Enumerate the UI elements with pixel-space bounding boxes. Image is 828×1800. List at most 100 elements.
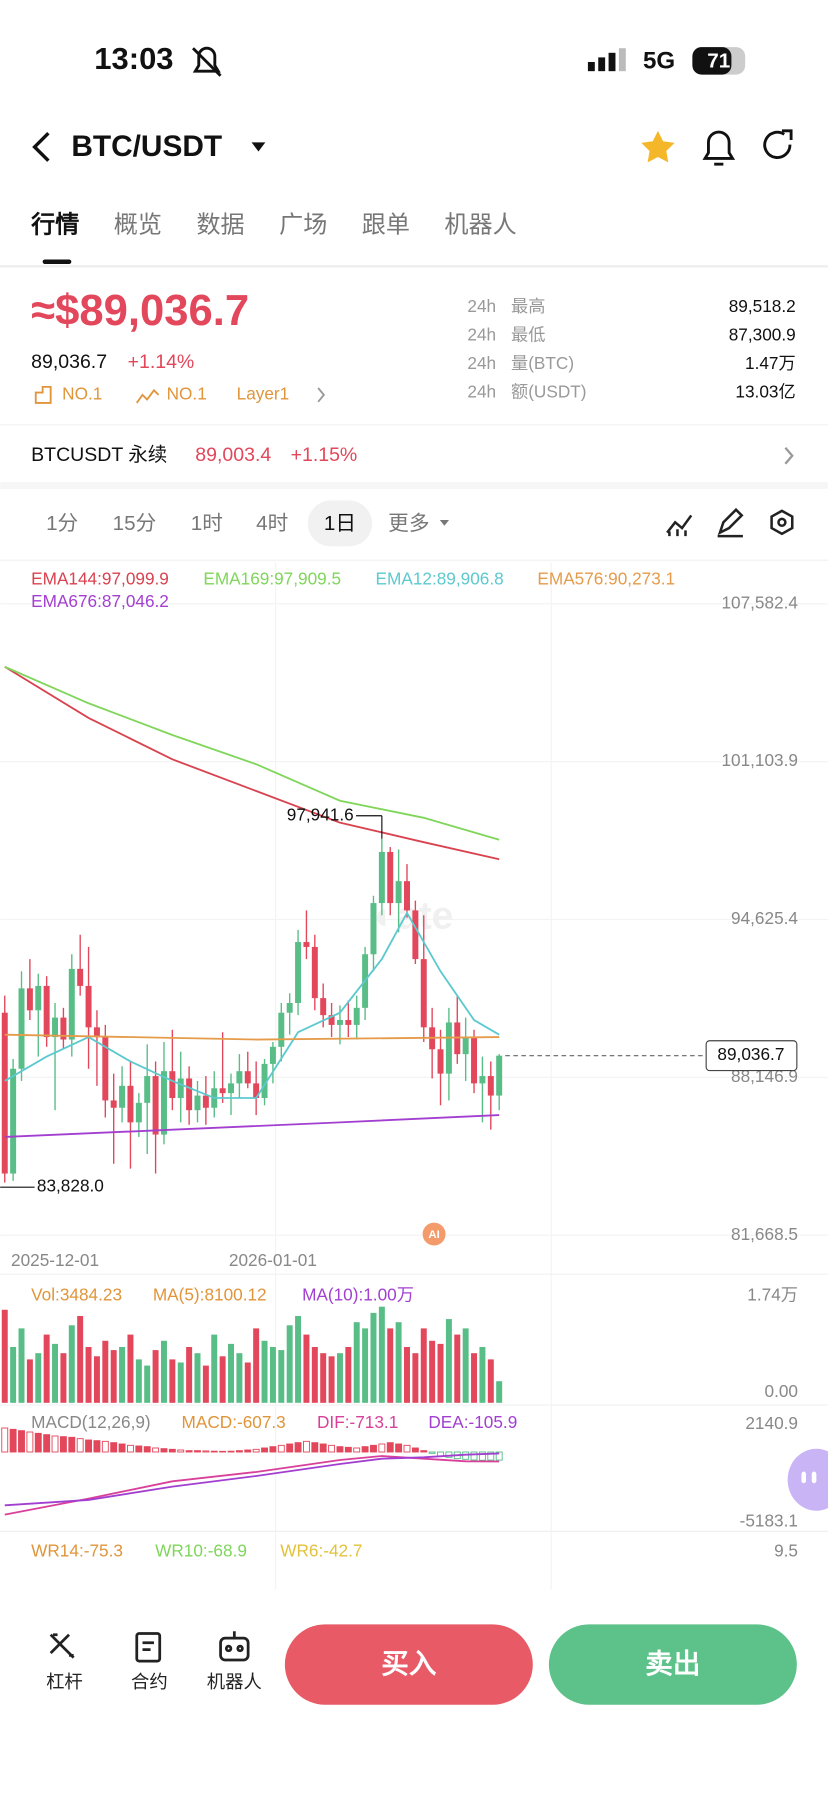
- buy-button[interactable]: [284, 1624, 533, 1705]
- macd-label: DIF:-713.1: [317, 1412, 398, 1432]
- tab[interactable]: 数据: [196, 212, 244, 239]
- assistant-bubble[interactable]: [787, 1448, 828, 1511]
- tab[interactable]: 概览: [114, 212, 162, 239]
- macd-bar: [51, 1435, 59, 1453]
- alert-bell[interactable]: [702, 130, 736, 166]
- macd-bar: [219, 1450, 227, 1453]
- tool-label[interactable]: 机器人: [207, 1671, 262, 1692]
- badge: NO.1: [167, 383, 207, 403]
- indicator-label: EMA12:89,906.8: [376, 568, 504, 588]
- macd-bar: [487, 1451, 495, 1461]
- macd-bar: [68, 1436, 76, 1453]
- candle-body: [311, 946, 318, 999]
- pair-dropdown[interactable]: [251, 142, 266, 152]
- volume-bar: [127, 1334, 134, 1403]
- more-dropdown: [439, 520, 450, 526]
- badge-arrow: [317, 387, 326, 403]
- candle-body: [18, 988, 25, 1069]
- volume-bar: [345, 1346, 352, 1403]
- macd-bar: [244, 1449, 252, 1453]
- wr-label: WR10:-68.9: [155, 1541, 247, 1561]
- macd-bar: [135, 1445, 143, 1453]
- macd-bar: [420, 1450, 428, 1453]
- interval[interactable]: 1日: [324, 512, 356, 535]
- bottom-bar: 杠杆 合约 机器人 买入 卖出: [0, 1595, 828, 1800]
- volume-bar: [202, 1365, 209, 1403]
- volume-bar: [328, 1356, 335, 1403]
- volume-bar: [353, 1322, 360, 1403]
- candle-body: [303, 942, 310, 947]
- candle-body: [127, 1085, 134, 1123]
- stat-label: 量(BTC): [511, 353, 574, 373]
- candle-body: [236, 1071, 243, 1084]
- volume-bar: [228, 1343, 234, 1403]
- candle-body: [378, 851, 385, 904]
- volume-bar: [77, 1315, 84, 1403]
- macd-bar: [18, 1430, 25, 1453]
- candle-body: [93, 1027, 100, 1038]
- ai-badge[interactable]: [422, 1222, 446, 1246]
- volume-bar: [320, 1353, 327, 1403]
- macd-bar: [85, 1439, 92, 1453]
- ema-line: [4, 665, 500, 841]
- volume-bar: [35, 1353, 42, 1403]
- candle-body: [244, 1071, 251, 1084]
- favorite-star[interactable]: [641, 130, 675, 163]
- interval[interactable]: 1分: [46, 512, 78, 535]
- y-tick-label: 1.74万: [747, 1285, 798, 1305]
- interval[interactable]: 4时: [256, 512, 288, 535]
- pair-title[interactable]: BTC/USDT: [71, 130, 222, 163]
- indicator-label: EMA676:87,046.2: [31, 591, 169, 611]
- volume-bar: [160, 1340, 167, 1403]
- x-tick-label: 2025-12-01: [11, 1250, 99, 1270]
- tab[interactable]: 机器人: [444, 212, 516, 239]
- macd-label: MACD:-607.3: [182, 1412, 286, 1432]
- macd-bar: [185, 1450, 193, 1453]
- macd-label: MACD(12,26,9): [31, 1412, 151, 1432]
- macd-bar: [470, 1451, 478, 1461]
- macd-bar: [118, 1443, 126, 1453]
- macd-bar: [34, 1432, 42, 1453]
- volume-bar: [278, 1350, 285, 1403]
- volume-bar: [135, 1359, 142, 1403]
- macd-bar: [361, 1446, 369, 1453]
- candle-body: [387, 851, 394, 904]
- volume-bar: [85, 1346, 92, 1403]
- candle-body: [336, 1020, 343, 1025]
- volume-bar: [211, 1334, 218, 1403]
- share-icon[interactable]: [763, 129, 793, 159]
- main-price: ≈$89,036.7: [31, 287, 249, 335]
- section-gap: [0, 482, 828, 490]
- macd-bar: [319, 1443, 327, 1453]
- tool-label[interactable]: 杠杆: [46, 1671, 83, 1692]
- macd-bar: [411, 1447, 419, 1453]
- perp-arrow[interactable]: [784, 446, 794, 465]
- chart-tools[interactable]: [666, 507, 794, 538]
- tab[interactable]: 行情: [30, 211, 79, 239]
- volume-bar: [462, 1328, 469, 1403]
- perp-name: BTCUSDT 永续: [31, 444, 167, 466]
- stat-period: 24h: [467, 296, 496, 316]
- tab[interactable]: 跟单: [362, 212, 410, 239]
- interval-selected: [307, 500, 373, 547]
- volume-bar: [496, 1381, 503, 1403]
- back-button[interactable]: [32, 131, 50, 162]
- macd-bar: [328, 1444, 336, 1453]
- sell-button[interactable]: [548, 1624, 797, 1705]
- ema-line: [4, 1114, 500, 1138]
- volume-bar: [295, 1315, 302, 1403]
- candle-body: [328, 1015, 335, 1025]
- interval[interactable]: 更多: [388, 512, 429, 535]
- candle-body: [479, 1076, 486, 1084]
- macd-bar: [160, 1448, 168, 1453]
- candle-body: [353, 1007, 360, 1025]
- macd-bar: [93, 1440, 101, 1453]
- tab[interactable]: 广场: [279, 212, 327, 239]
- volume-bar: [102, 1340, 109, 1403]
- volume-bar: [68, 1325, 75, 1403]
- interval[interactable]: 15分: [113, 512, 157, 535]
- tool-label[interactable]: 合约: [131, 1671, 168, 1692]
- interval[interactable]: 1时: [191, 512, 223, 535]
- candle-body: [404, 881, 410, 911]
